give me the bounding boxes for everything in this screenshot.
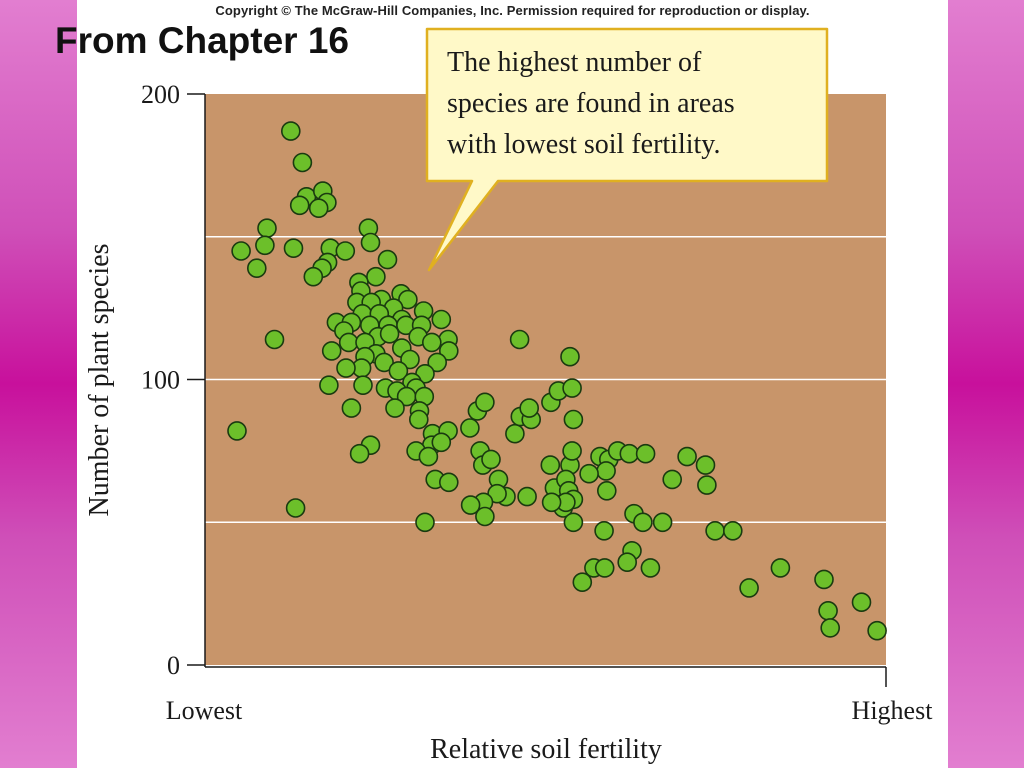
data-point [475,506,495,527]
y-tick-label: 100 [141,366,180,395]
data-point [695,455,716,475]
x-tick-highest: Highest [852,696,934,725]
data-point [379,323,400,344]
data-point [635,443,656,464]
data-point [562,441,582,461]
data-point [341,398,362,418]
data-point [818,600,838,621]
data-point [722,520,743,541]
data-point [562,378,582,398]
data-point [321,341,342,361]
data-point [289,195,310,216]
data-point [652,512,673,533]
data-point [541,492,562,513]
callout-line-3: with lowest soil fertility. [447,129,721,160]
data-point [596,461,616,481]
data-point [255,235,275,256]
callout-bubble [425,27,829,272]
data-point [519,398,540,418]
data-point [475,392,495,413]
data-point [246,258,267,279]
data-point [415,512,435,533]
data-point [677,446,697,467]
data-point [353,375,373,396]
callout-line-2: species are found in areas [447,88,735,119]
data-point [280,121,301,141]
data-point [640,558,661,578]
data-point [617,552,638,573]
data-point [594,558,615,578]
data-point [481,449,501,470]
data-point [560,346,580,367]
data-point [283,238,304,258]
data-point [438,341,459,361]
data-point [596,480,617,501]
data-point [460,418,480,438]
y-ticks: 0 100 200 [141,80,205,680]
data-point [264,329,285,350]
data-point [338,332,359,353]
y-tick-label: 0 [167,651,180,680]
data-point [739,578,759,598]
data-point [563,512,584,533]
data-point [421,332,442,353]
data-point [408,409,429,430]
data-point [231,241,251,261]
data-point [851,592,872,613]
data-point [563,409,584,430]
gridlines [205,236,886,523]
data-point [336,358,356,378]
data-point [662,469,683,490]
data-point [770,558,791,578]
data-point [505,423,525,444]
data-point [509,329,530,350]
callout-text: The highest number of species are found … [447,42,823,165]
data-point [335,241,356,261]
data-point [867,620,887,641]
data-point [398,289,418,310]
y-axis-label: Number of plant species [84,244,115,517]
data-point [366,266,386,287]
data-point [431,432,452,453]
data-point [697,475,717,495]
data-points [227,121,887,641]
axes [204,94,887,687]
data-point [303,266,324,287]
data-point [431,309,452,330]
data-point [388,361,409,381]
slide-title: From Chapter 16 [55,20,350,61]
data-point [400,349,420,370]
data-point [814,569,834,590]
data-point [579,463,599,484]
data-point [705,520,725,541]
x-tick-lowest: Lowest [166,696,243,725]
data-point [360,232,381,253]
data-point [418,446,439,467]
data-point [319,375,339,396]
data-point [460,495,481,515]
data-point [227,421,247,441]
data-point [385,398,405,418]
data-point [377,249,398,270]
data-point [540,455,561,475]
x-axis-label: Relative soil fertility [430,734,662,765]
data-point [285,498,306,518]
data-point [619,443,640,464]
y-tick-label: 200 [141,80,180,109]
data-point [594,520,614,541]
callout-line-1: The highest number of [447,47,702,78]
data-point [438,472,459,493]
data-point [257,218,277,238]
data-point [427,352,448,373]
data-point [633,512,653,533]
data-point [374,352,394,373]
data-point [292,152,313,173]
data-point [517,486,537,507]
data-point [572,572,593,593]
copyright-notice: Copyright © The McGraw-Hill Companies, I… [215,3,810,18]
data-point [349,443,370,464]
data-point [308,198,329,218]
data-point [820,618,841,638]
